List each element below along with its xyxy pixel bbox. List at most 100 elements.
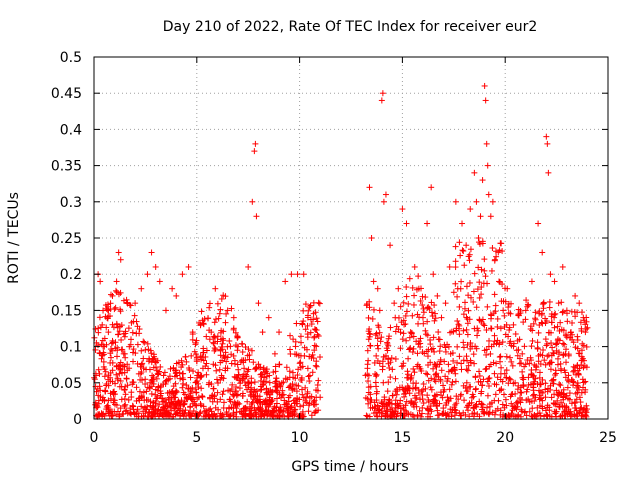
data-point (539, 320, 546, 327)
data-point (375, 345, 382, 352)
data-point (150, 351, 157, 358)
data-point (452, 258, 459, 265)
data-point (128, 394, 135, 401)
data-point (111, 306, 118, 313)
data-point (148, 249, 155, 256)
data-point (505, 304, 512, 311)
data-point (126, 301, 133, 308)
data-point (239, 393, 246, 400)
data-point (488, 325, 495, 332)
data-point (153, 364, 160, 371)
data-point (134, 406, 141, 413)
data-point (175, 404, 182, 411)
data-point (133, 384, 140, 391)
data-point (211, 319, 218, 326)
data-point (460, 339, 467, 346)
data-point (276, 329, 283, 336)
data-point (467, 246, 474, 253)
data-point (419, 293, 426, 300)
data-point (488, 267, 495, 274)
data-point (304, 312, 311, 319)
data-point (127, 302, 134, 309)
data-point (116, 370, 123, 377)
data-point (103, 403, 110, 410)
data-point (475, 264, 482, 271)
data-point (507, 300, 514, 307)
data-point (463, 314, 470, 321)
data-point (248, 384, 255, 391)
data-point (193, 389, 200, 396)
data-point (522, 307, 529, 314)
data-point (470, 351, 477, 358)
data-point (374, 342, 381, 349)
data-point (158, 390, 165, 397)
data-point (534, 339, 541, 346)
data-point (470, 298, 477, 305)
data-point (121, 395, 128, 402)
data-point (257, 377, 264, 384)
data-point (583, 364, 590, 371)
data-point (421, 350, 428, 357)
data-point (565, 409, 572, 416)
data-point (108, 340, 115, 347)
data-point (313, 315, 320, 322)
data-point (473, 345, 480, 352)
data-point (386, 333, 393, 340)
data-point (418, 367, 425, 374)
data-point (225, 387, 232, 394)
data-point (583, 343, 590, 350)
data-point (473, 304, 480, 311)
data-point (124, 382, 131, 389)
data-point (403, 410, 410, 417)
data-point (422, 327, 429, 334)
data-point (170, 392, 177, 399)
data-point (478, 318, 485, 325)
data-point (287, 410, 294, 417)
data-point (252, 366, 259, 373)
data-point (578, 353, 585, 360)
data-point (568, 308, 575, 315)
data-point (512, 379, 519, 386)
data-point (542, 380, 549, 387)
data-point (128, 336, 135, 343)
data-point (410, 301, 417, 308)
data-point (474, 286, 481, 293)
data-point (419, 301, 426, 308)
data-point (271, 403, 278, 410)
data-point (398, 363, 405, 370)
data-point (583, 325, 590, 332)
data-point (276, 361, 283, 368)
data-point (576, 394, 583, 401)
data-point (260, 412, 267, 419)
data-point (578, 309, 585, 316)
data-point (518, 360, 525, 367)
data-point (543, 342, 550, 349)
data-point (569, 331, 576, 338)
data-point (403, 337, 410, 344)
data-point (442, 348, 449, 355)
data-point (508, 358, 515, 365)
data-point (420, 320, 427, 327)
data-point (544, 353, 551, 360)
data-point (118, 383, 125, 390)
data-point (195, 369, 202, 376)
data-point (542, 315, 549, 322)
data-point (550, 349, 557, 356)
data-point (161, 369, 168, 376)
data-point (509, 403, 516, 410)
data-point (528, 343, 535, 350)
data-point (298, 375, 305, 382)
data-point (490, 359, 497, 366)
data-point (433, 403, 440, 410)
data-point (456, 239, 463, 246)
data-point (463, 326, 470, 333)
data-point (211, 345, 218, 352)
data-point (313, 363, 320, 370)
data-point (217, 347, 224, 354)
data-point (406, 334, 413, 341)
data-point (131, 312, 138, 319)
data-point (453, 393, 460, 400)
data-point (471, 325, 478, 332)
data-point (99, 411, 106, 418)
data-point (368, 235, 375, 241)
